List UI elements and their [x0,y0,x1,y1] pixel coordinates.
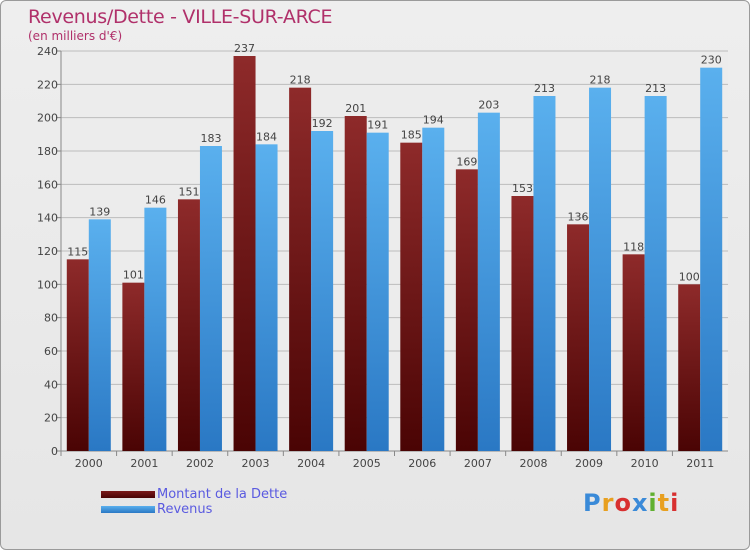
y-tick-label: 60 [44,345,58,358]
bar-revenus-2003 [255,144,278,452]
bar-revenus-2001 [144,207,167,451]
legend-swatch-dette [101,491,155,498]
bar-revenus-2010 [644,96,667,451]
legend-swatch-revenus [101,506,155,513]
data-label-dette: 115 [67,245,88,258]
y-tick-label: 120 [37,245,58,258]
bar-revenus-2000 [88,219,111,451]
y-tick-label: 200 [37,112,58,125]
bar-dette-2000 [66,259,89,451]
y-tick-label: 240 [37,45,58,58]
data-label-revenus: 139 [89,205,110,218]
x-tick-label: 2001 [130,457,158,470]
data-label-revenus: 230 [701,54,722,67]
data-label-dette: 201 [345,102,366,115]
y-tick-label: 160 [37,178,58,191]
bar-dette-2004 [289,87,312,452]
y-tick-label: 100 [37,278,58,291]
bar-dette-2005 [344,116,367,451]
data-label-revenus: 203 [478,99,499,112]
chart-title: Revenus/Dette - VILLE-SUR-ARCE [28,6,333,28]
y-tick-label: 180 [37,145,58,158]
logo-letter: P [583,489,602,517]
logo-letter: t [657,489,671,517]
x-tick-label: 2000 [75,457,103,470]
y-tick-label: 20 [44,412,58,425]
legend-label-revenus: Revenus [157,502,213,517]
data-label-dette: 151 [178,185,199,198]
bar-revenus-2009 [589,87,612,452]
data-label-dette: 101 [123,269,144,282]
y-tick-label: 140 [37,212,58,225]
bar-revenus-2007 [477,112,500,452]
data-label-revenus: 191 [367,119,388,132]
x-tick-label: 2006 [408,457,436,470]
data-label-dette: 136 [568,210,589,223]
data-label-revenus: 218 [590,74,611,87]
bar-revenus-2005 [366,132,389,451]
bar-dette-2006 [400,142,423,451]
bar-dette-2010 [622,254,645,451]
data-label-revenus: 213 [645,82,666,95]
logo-letter: r [601,489,615,517]
logo-letter: o [614,489,632,517]
y-tick-label: 80 [44,312,58,325]
x-tick-label: 2011 [686,457,714,470]
bar-revenus-2006 [422,127,445,452]
data-label-revenus: 146 [145,194,166,207]
logo-letter: i [648,489,658,517]
logo-letter: i [670,489,680,517]
bar-dette-2003 [233,56,256,451]
y-tick-label: 220 [37,78,58,91]
data-label-dette: 218 [290,74,311,87]
x-tick-label: 2010 [631,457,659,470]
x-tick-label: 2004 [297,457,325,470]
x-tick-label: 2003 [242,457,270,470]
bar-dette-2001 [122,282,145,451]
data-label-revenus: 194 [423,114,444,127]
data-label-revenus: 183 [200,132,221,145]
proxiti-logo: Proxiti [583,489,679,517]
data-label-dette: 169 [456,155,477,168]
y-tick-label: 0 [51,445,58,458]
data-label-dette: 185 [401,129,422,142]
bar-dette-2011 [678,284,701,451]
data-label-revenus: 213 [534,82,555,95]
data-label-revenus: 184 [256,130,277,143]
x-tick-label: 2008 [519,457,547,470]
data-label-dette: 153 [512,182,533,195]
x-tick-label: 2007 [464,457,492,470]
data-label-dette: 237 [234,42,255,55]
data-label-revenus: 192 [312,117,333,130]
y-tick-label: 40 [44,378,58,391]
x-tick-label: 2002 [186,457,214,470]
bar-revenus-2004 [311,131,334,451]
data-label-dette: 100 [679,270,700,283]
chart-subtitle: (en milliers d'€) [28,29,123,43]
bar-dette-2008 [511,196,534,451]
legend-label-dette: Montant de la Dette [157,487,288,502]
bar-revenus-2011 [700,67,723,452]
bar-dette-2007 [455,169,478,452]
x-tick-label: 2005 [353,457,381,470]
bar-dette-2002 [177,199,200,451]
bar-dette-2009 [567,224,590,451]
logo-letter: x [631,489,649,517]
data-label-dette: 118 [623,240,644,253]
bar-revenus-2002 [199,146,222,451]
x-tick-label: 2009 [575,457,603,470]
bar-revenus-2008 [533,96,556,451]
